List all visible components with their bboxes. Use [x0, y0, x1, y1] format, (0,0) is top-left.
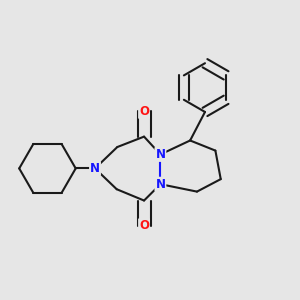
Text: N: N [155, 148, 165, 161]
Text: N: N [90, 162, 100, 175]
Text: O: O [139, 105, 149, 118]
Text: O: O [139, 219, 149, 232]
Text: N: N [155, 178, 165, 191]
